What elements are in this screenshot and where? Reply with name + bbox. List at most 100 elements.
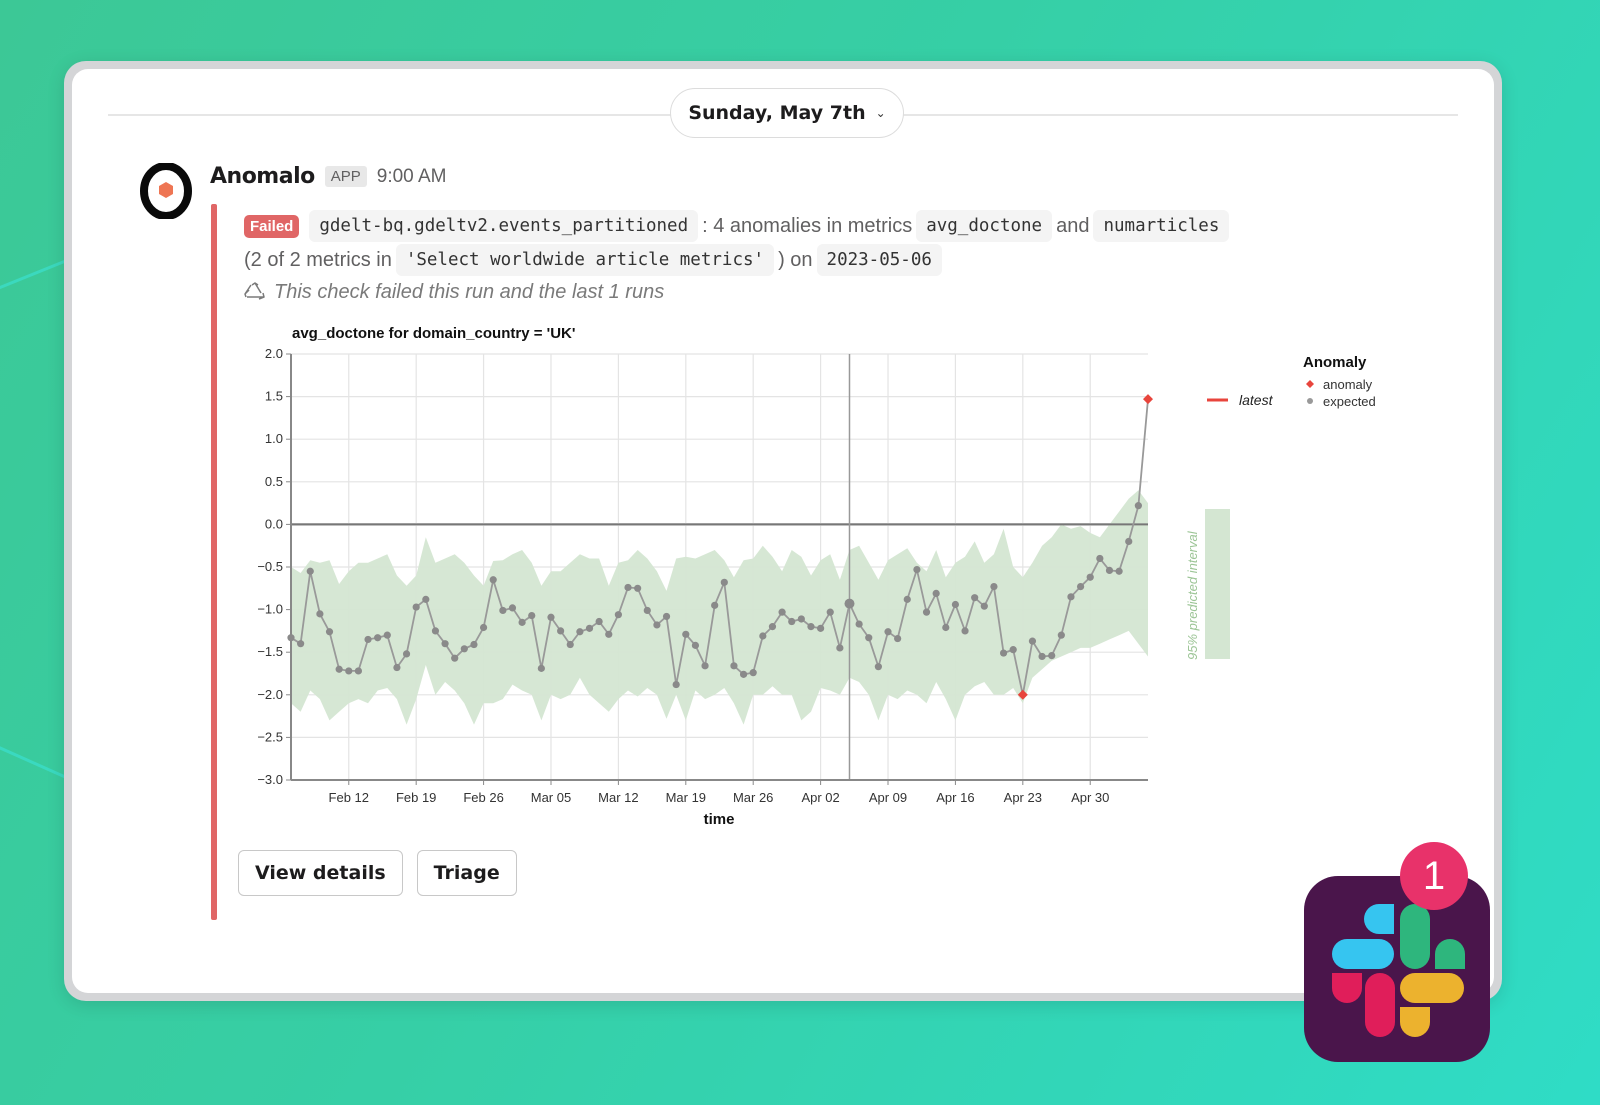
anomaly-point[interactable]	[1017, 689, 1028, 700]
expected-point[interactable]	[672, 680, 680, 689]
expected-point[interactable]	[576, 628, 584, 636]
expected-point[interactable]	[788, 617, 796, 626]
expected-point[interactable]	[701, 662, 709, 670]
expected-point[interactable]	[374, 634, 382, 642]
expected-point[interactable]	[913, 565, 921, 574]
expected-point[interactable]	[364, 635, 372, 644]
expected-point[interactable]	[990, 582, 998, 591]
expected-point[interactable]	[566, 640, 574, 649]
expected-point[interactable]	[999, 649, 1008, 657]
expected-point[interactable]	[768, 623, 777, 631]
expected-point[interactable]	[844, 598, 855, 609]
expected-point[interactable]	[961, 627, 969, 635]
expected-point[interactable]	[518, 618, 526, 626]
expected-point[interactable]	[1115, 567, 1123, 575]
expected-point[interactable]	[634, 584, 642, 592]
expected-point[interactable]	[470, 640, 478, 649]
expected-point[interactable]	[537, 664, 545, 672]
expected-point[interactable]	[778, 608, 786, 616]
expected-point[interactable]	[653, 621, 661, 629]
expected-point[interactable]	[614, 611, 622, 619]
expected-point[interactable]	[402, 650, 411, 658]
expected-point[interactable]	[412, 603, 420, 611]
expected-point[interactable]	[1105, 566, 1114, 575]
expected-point[interactable]	[720, 578, 728, 586]
expected-point[interactable]	[354, 667, 363, 675]
expected-point[interactable]	[894, 634, 902, 643]
expected-point[interactable]	[441, 640, 449, 648]
expected-point[interactable]	[306, 567, 314, 575]
expected-point[interactable]	[817, 624, 825, 632]
expected-point[interactable]	[624, 583, 632, 592]
latest-legend-label: latest	[1239, 392, 1274, 408]
expected-point[interactable]	[1086, 573, 1094, 581]
expected-point[interactable]	[874, 663, 882, 671]
expected-point[interactable]	[922, 608, 931, 616]
expected-point[interactable]	[316, 610, 324, 618]
expected-point[interactable]	[932, 589, 940, 598]
expected-point[interactable]	[528, 611, 536, 620]
expected-point[interactable]	[1057, 631, 1065, 639]
anomalo-avatar[interactable]	[138, 163, 194, 219]
expected-point[interactable]	[682, 630, 690, 638]
expected-point[interactable]	[759, 632, 767, 640]
expected-point[interactable]	[393, 663, 401, 672]
expected-point[interactable]	[489, 576, 497, 584]
expected-point[interactable]	[585, 624, 594, 632]
anomaly-point[interactable]	[1143, 394, 1153, 405]
expected-point[interactable]	[1076, 582, 1085, 591]
x-tick-label: Mar 05	[531, 790, 571, 805]
triage-button[interactable]: Triage	[416, 850, 517, 896]
expected-point[interactable]	[325, 628, 334, 636]
expected-point[interactable]	[1028, 637, 1037, 645]
expected-point[interactable]	[807, 623, 815, 631]
expected-point[interactable]	[422, 595, 430, 603]
expected-point[interactable]	[826, 608, 834, 616]
expected-point[interactable]	[605, 630, 613, 638]
expected-point[interactable]	[903, 595, 911, 603]
anomaly-chart[interactable]: avg_doctone for domain_country = 'UK' 2.0…	[72, 69, 1494, 849]
expected-point[interactable]	[345, 667, 353, 675]
expected-point[interactable]	[1048, 652, 1056, 660]
expected-point[interactable]	[942, 623, 950, 632]
expected-point[interactable]	[643, 606, 651, 615]
slack-app-icon[interactable]	[1304, 876, 1490, 1062]
expected-point[interactable]	[479, 623, 488, 632]
expected-point[interactable]	[287, 634, 295, 642]
expected-point[interactable]	[739, 670, 748, 678]
expected-point[interactable]	[971, 594, 979, 602]
expected-point[interactable]	[451, 654, 459, 662]
expected-point[interactable]	[1134, 502, 1142, 510]
expected-point[interactable]	[662, 612, 671, 621]
expected-point[interactable]	[557, 627, 565, 635]
expected-point[interactable]	[547, 613, 555, 621]
date-jump-button[interactable]: Sunday, May 7th ⌄	[670, 88, 904, 138]
expected-point[interactable]	[749, 669, 757, 677]
view-details-button[interactable]: View details	[238, 850, 403, 896]
expected-point[interactable]	[297, 640, 305, 648]
expected-point[interactable]	[1009, 646, 1017, 654]
sender-name[interactable]: Anomalo	[210, 164, 315, 189]
expected-point[interactable]	[508, 604, 517, 612]
expected-point[interactable]	[335, 665, 343, 673]
expected-point[interactable]	[797, 615, 805, 623]
expected-point[interactable]	[1038, 652, 1046, 661]
message-timestamp[interactable]: 9:00 AM	[376, 165, 447, 187]
expected-point[interactable]	[1125, 537, 1133, 546]
expected-point[interactable]	[499, 606, 507, 615]
expected-point[interactable]	[865, 634, 873, 642]
expected-point[interactable]	[711, 601, 719, 609]
expected-point[interactable]	[855, 620, 863, 628]
expected-point[interactable]	[836, 644, 844, 652]
expected-point[interactable]	[383, 631, 391, 639]
expected-point[interactable]	[1096, 554, 1104, 563]
expected-point[interactable]	[1067, 593, 1075, 601]
expected-point[interactable]	[980, 602, 988, 610]
expected-point[interactable]	[595, 617, 603, 626]
expected-point[interactable]	[431, 627, 440, 635]
expected-point[interactable]	[691, 641, 700, 649]
expected-point[interactable]	[884, 628, 892, 636]
expected-point[interactable]	[730, 662, 738, 670]
expected-point[interactable]	[460, 645, 468, 653]
expected-point[interactable]	[951, 600, 960, 609]
